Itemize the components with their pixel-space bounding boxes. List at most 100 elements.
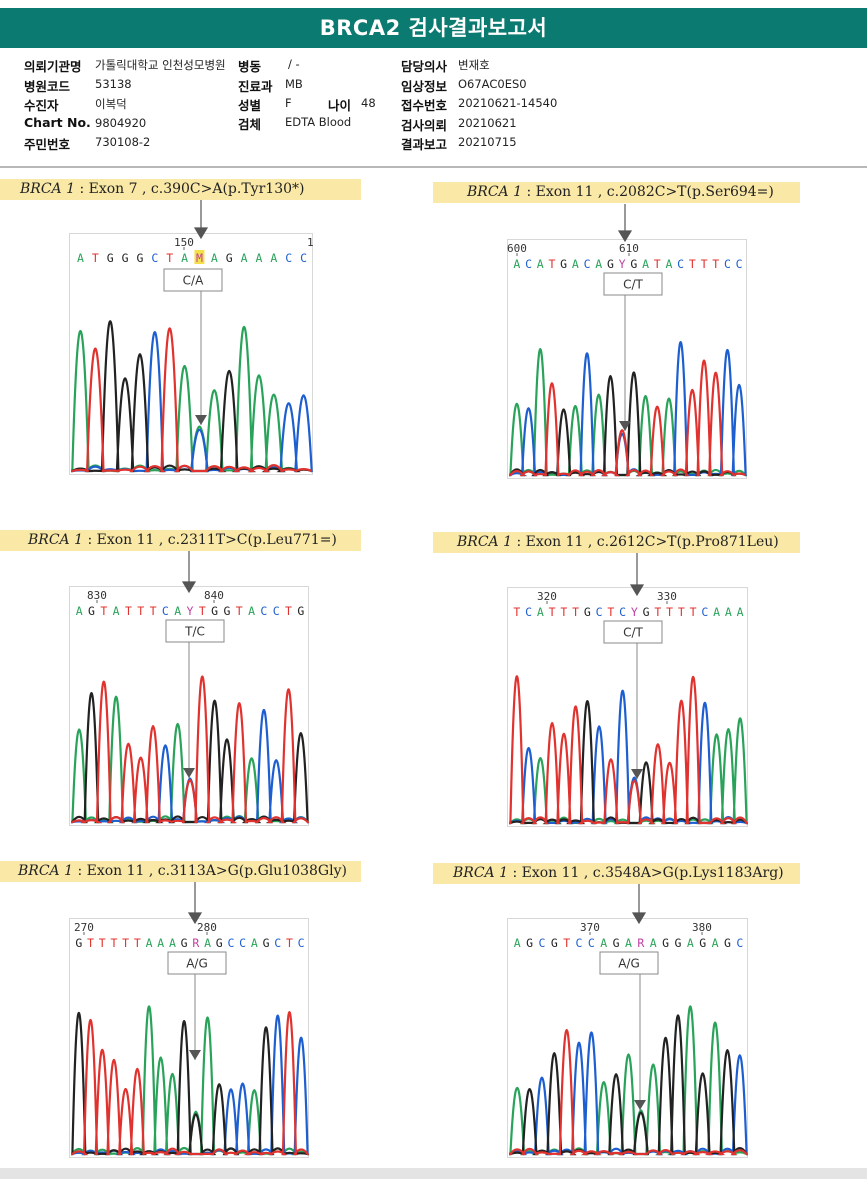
base-call-letter: T bbox=[125, 604, 132, 618]
receipt-no-label: 접수번호 bbox=[401, 98, 448, 113]
base-call-letter: T bbox=[607, 605, 614, 619]
base-call-letter: Y bbox=[631, 605, 638, 619]
base-call-letter: C bbox=[227, 936, 234, 950]
position-tick-right: 280 bbox=[197, 921, 217, 934]
peak-marker-icon bbox=[183, 768, 195, 778]
base-call-letter: T bbox=[99, 936, 106, 950]
base-call-letter: T bbox=[87, 936, 94, 950]
gene-name: BRCA 1 bbox=[467, 184, 523, 200]
position-tick-left: 320 bbox=[537, 590, 557, 603]
examinee-label: 수진자 bbox=[24, 98, 59, 113]
trace-t bbox=[509, 359, 747, 477]
genotype-call-box bbox=[603, 272, 663, 296]
base-call-letter: T bbox=[199, 604, 206, 618]
genotype-call-box bbox=[167, 951, 227, 975]
base-call-letter: T bbox=[110, 936, 117, 950]
variant-title-1: BRCA 1 : Exon 7 , c.390C>A(p.Tyr130*) bbox=[0, 179, 361, 200]
trace-c bbox=[509, 690, 747, 825]
variant-title-3: BRCA 1 : Exon 11 , c.2311T>C(p.Leu771=) bbox=[0, 530, 361, 551]
arrow-down-icon bbox=[181, 581, 197, 594]
base-call-letter: G bbox=[223, 604, 230, 618]
base-call-letter: A bbox=[595, 257, 602, 271]
chart-no-label: Chart No. bbox=[24, 115, 91, 130]
base-call-letter: R bbox=[637, 936, 644, 950]
base-call-letter: G bbox=[107, 251, 114, 265]
report-date-value: 20210715 bbox=[458, 135, 517, 149]
position-tick-left: 150 bbox=[174, 236, 194, 249]
variant-description: : Exon 11 , c.3113A>G(p.Glu1038Gly) bbox=[73, 863, 347, 879]
base-call-letter: G bbox=[181, 936, 188, 950]
peak-marker-icon bbox=[631, 769, 643, 779]
base-call-letter: T bbox=[549, 605, 556, 619]
ward-label: 병동 bbox=[238, 59, 262, 74]
genotype-call-box bbox=[603, 620, 663, 644]
base-call-letter: A bbox=[537, 257, 544, 271]
genotype-call-text: C/A bbox=[183, 274, 204, 288]
base-call-letter: G bbox=[630, 257, 637, 271]
base-call-letter: G bbox=[88, 604, 95, 618]
chromatogram-2: 600 610 A C A T G A C A G Y G A T A C T T T C C C/T bbox=[507, 239, 747, 479]
base-call-letter: C bbox=[677, 257, 684, 271]
base-call-letter: A bbox=[204, 936, 211, 950]
base-call-letter: G bbox=[699, 936, 706, 950]
base-call-letter: C bbox=[525, 257, 532, 271]
institution-value: 가톨릭대학교 인천성모병원 bbox=[95, 58, 226, 72]
base-call-letter: T bbox=[548, 257, 555, 271]
peak-marker-icon bbox=[195, 415, 207, 425]
base-call-letter: G bbox=[560, 257, 567, 271]
base-call-letter: T bbox=[654, 605, 661, 619]
chromatogram-5: 270 280 G T T T T T A A A G R A G C C A G C T C A/G bbox=[69, 918, 309, 1158]
base-call-letter: A bbox=[514, 936, 521, 950]
base-call-letter: G bbox=[75, 936, 82, 950]
base-call-letter: A bbox=[248, 604, 255, 618]
base-call-letter: T bbox=[560, 605, 567, 619]
genotype-call-box bbox=[599, 951, 659, 975]
base-call-letter: C bbox=[724, 257, 731, 271]
base-call-letter: A bbox=[665, 257, 672, 271]
base-call-letter: A bbox=[712, 936, 719, 950]
arrow-down-icon bbox=[193, 227, 209, 240]
receipt-no-value: 20210621-14540 bbox=[458, 96, 558, 110]
examinee-value: 이복덕 bbox=[95, 97, 127, 111]
base-call-letter: T bbox=[701, 257, 708, 271]
resident-no-label: 주민번호 bbox=[24, 137, 71, 152]
patient-info-section: 의뢰기관명 가톨릭대학교 인천성모병원 병동 / - 담당의사 변재호 병원코드… bbox=[0, 48, 867, 168]
base-call-letter: T bbox=[92, 251, 99, 265]
specimen-value: EDTA Blood bbox=[285, 115, 352, 129]
genotype-call-text: C/T bbox=[623, 626, 643, 640]
base-call-letter: G bbox=[724, 936, 731, 950]
base-call-letter: G bbox=[122, 251, 129, 265]
clinical-info-label: 임상정보 bbox=[401, 79, 448, 94]
department-label: 진료과 bbox=[238, 79, 273, 94]
base-call-letter: M bbox=[196, 251, 203, 265]
base-call-letter: T bbox=[563, 936, 570, 950]
base-call-letter: A bbox=[157, 936, 164, 950]
position-tick-right: 380 bbox=[692, 921, 712, 934]
base-call-letter: C bbox=[298, 936, 305, 950]
variant-description: : Exon 7 , c.390C>A(p.Tyr130*) bbox=[75, 181, 305, 197]
base-call-letter: C bbox=[260, 604, 267, 618]
gene-name: BRCA 1 bbox=[20, 181, 76, 197]
base-call-letter: A bbox=[76, 604, 83, 618]
base-call-letter: C bbox=[701, 605, 708, 619]
gene-name: BRCA 1 bbox=[28, 532, 84, 548]
position-tick-right: 1 bbox=[307, 236, 313, 249]
base-call-letter: T bbox=[678, 605, 685, 619]
base-call-letter: G bbox=[662, 936, 669, 950]
test-request-value: 20210621 bbox=[458, 116, 517, 130]
base-call-letter: C bbox=[619, 605, 626, 619]
base-call-letter: A bbox=[737, 605, 744, 619]
variant-base-highlight bbox=[194, 250, 205, 264]
base-call-letter: G bbox=[216, 936, 223, 950]
trace-t bbox=[509, 1029, 748, 1156]
position-tick-left: 370 bbox=[580, 921, 600, 934]
base-call-letter: A bbox=[146, 936, 153, 950]
base-call-letter: Y bbox=[619, 257, 626, 271]
report-title: BRCA2 검사결과보고서 bbox=[319, 16, 548, 40]
resident-no-value: 730108-2 bbox=[95, 135, 151, 149]
chromatogram-1: 150 1 A T G G G C T A M A G A A A C C C/A bbox=[69, 233, 313, 475]
